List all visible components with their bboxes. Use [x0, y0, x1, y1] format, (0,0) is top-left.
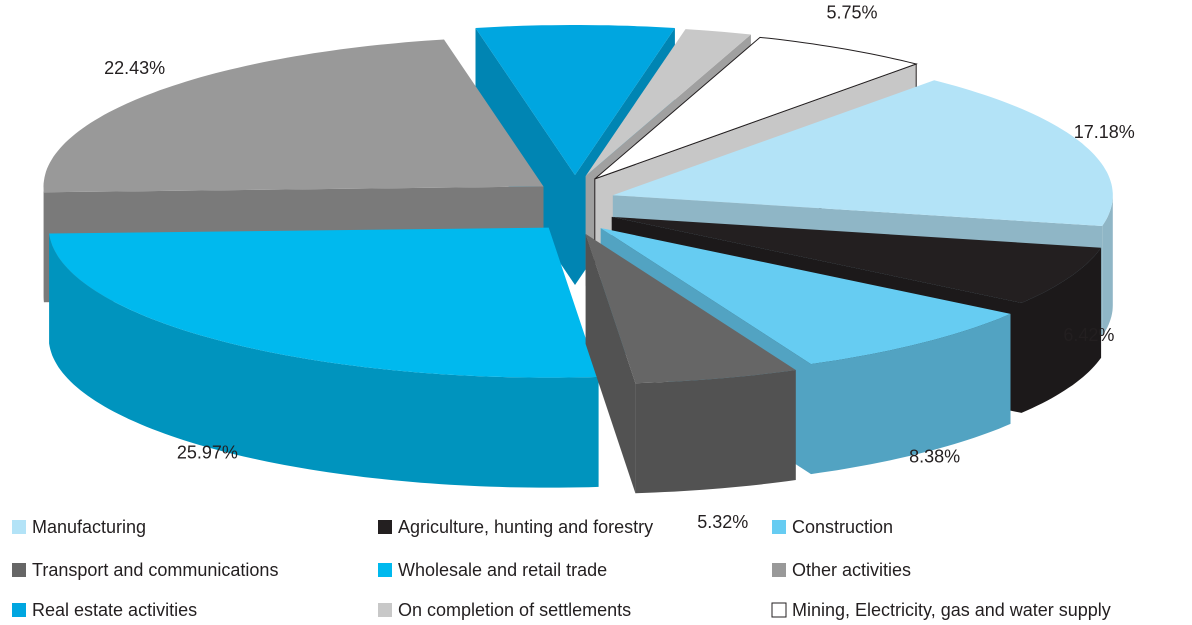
slice-edge-wall	[585, 233, 636, 494]
data-label: 22.43%	[104, 58, 165, 78]
slice-top	[612, 80, 1113, 226]
legend-label: Real estate activities	[32, 600, 197, 620]
slice-side	[811, 313, 1011, 475]
slice-edge-wall	[475, 28, 575, 285]
slice-side	[1102, 195, 1113, 336]
legend-swatch	[771, 602, 787, 618]
data-label: 25.97%	[177, 443, 238, 463]
data-label: 5.75%	[827, 3, 878, 23]
slice	[49, 227, 599, 488]
legend-label: Manufacturing	[32, 517, 146, 537]
legend-label: Other activities	[792, 560, 911, 580]
data-label: 6.42%	[1063, 325, 1114, 345]
slice-top	[594, 36, 918, 180]
legend-label: Agriculture, hunting and forestry	[398, 517, 653, 537]
slice-top	[585, 233, 796, 384]
slice-top	[43, 39, 544, 193]
data-label: 5.32%	[697, 512, 748, 532]
slice-side	[635, 370, 796, 494]
legend-swatch	[12, 563, 26, 577]
legend-label: Mining, Electricity, gas and water suppl…	[792, 600, 1111, 620]
legend-label: Transport and communications	[32, 560, 278, 580]
data-label: 8.38%	[909, 447, 960, 467]
legend-label: On completion of settlements	[398, 600, 631, 620]
slice-top	[585, 29, 751, 177]
slice	[585, 233, 796, 494]
legend-swatch	[378, 603, 392, 617]
legend-swatch	[378, 563, 392, 577]
legend-swatch	[772, 563, 786, 577]
legend-swatch	[12, 603, 26, 617]
legend-swatch	[12, 520, 26, 534]
legend-swatch	[378, 520, 392, 534]
slice-top	[611, 216, 1102, 303]
slice-top	[49, 227, 599, 378]
slice-side	[1021, 247, 1102, 413]
data-label: 17.18%	[1074, 122, 1135, 142]
slice-side	[49, 233, 599, 488]
legend-label: Wholesale and retail trade	[398, 560, 607, 580]
legend-label: Construction	[792, 517, 893, 537]
legend-swatch	[772, 520, 786, 534]
slice-top	[475, 25, 675, 175]
slice-top	[600, 228, 1011, 365]
data-label: 2.16%	[698, 0, 749, 2]
